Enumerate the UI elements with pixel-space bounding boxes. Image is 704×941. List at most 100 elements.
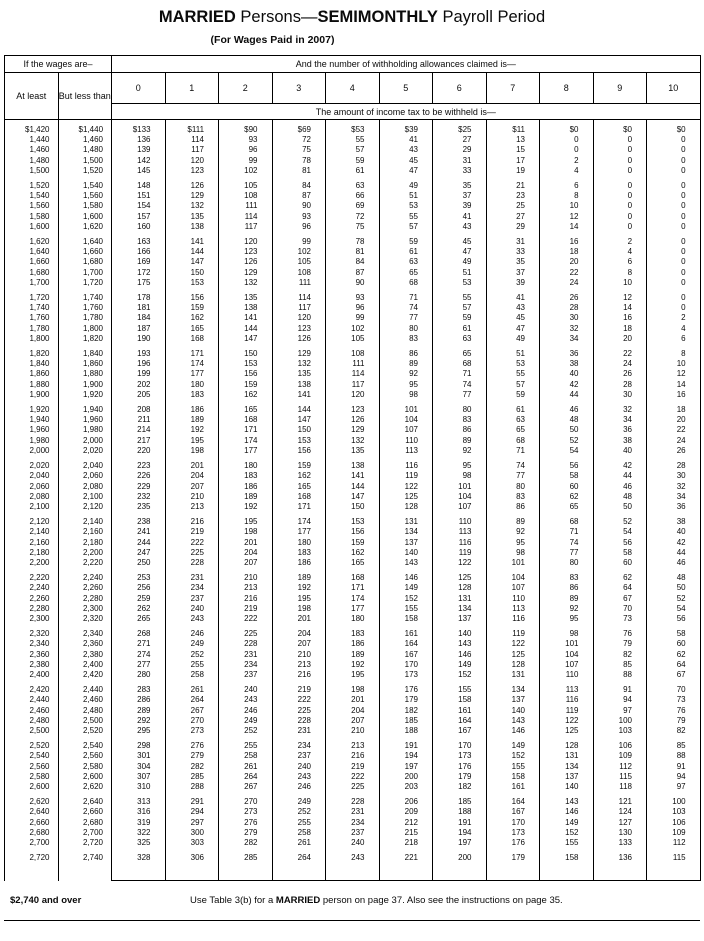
tax-value-cell: 10 (592, 277, 648, 289)
tax-value-cell: 114 (218, 211, 273, 222)
table-row: 1,560 1,580 154 132 111 90 69 53 39 25 10 0 0 (4, 201, 701, 212)
tax-value-cell: 249 (271, 792, 327, 808)
table-row: 1,980 2,000 217 195 174 153 132 110 89 68 52 38 24 (4, 435, 701, 446)
tax-value-cell: 60 (646, 639, 701, 650)
tax-value-cell: 261 (271, 838, 327, 849)
wage-cell: 2,380 (57, 649, 113, 660)
wage-cell: 2,180 (4, 547, 59, 558)
tax-value-cell: 174 (271, 512, 327, 528)
wage-cell: 1,860 (4, 369, 59, 380)
tax-value-cell: 155 (539, 838, 594, 849)
tax-value-cell: 204 (325, 705, 380, 716)
footer-note-pre: Use Table 3(b) for a (190, 895, 276, 907)
tax-value-cell: 40 (646, 527, 701, 538)
tax-value-cell: 86 (485, 501, 541, 513)
tax-value-cell: 131 (378, 512, 434, 528)
table-row: 2,320 2,340 268 246 225 204 183 161 140 119 98 76 58 (4, 624, 701, 640)
tax-value-cell: 55 (325, 135, 380, 146)
tax-value-cell: 47 (378, 165, 434, 177)
tax-value-cell: 101 (485, 557, 541, 569)
table-row: 2,680 2,700 322 300 279 258 237 215 194 173 152 130… (4, 827, 701, 838)
table-row: 2,520 2,540 298 276 255 234 213 191 170 149 128 106… (4, 736, 701, 752)
tax-value-cell: 67 (592, 593, 648, 604)
tax-value-cell: 146 (539, 807, 594, 818)
row-group: $1,420 $1,440 $133 $111 $90 $69 $53 $39 $25 $11 $0… (4, 119, 701, 177)
tax-value-cell: 93 (271, 211, 327, 222)
table-row: 2,500 2,520 295 273 252 231 210 188 167 146 125 103… (4, 725, 701, 737)
tax-value-cell: 79 (646, 715, 701, 726)
wage-cell: 2,580 (57, 761, 113, 772)
tax-value-cell: 33 (485, 247, 541, 258)
header-allowance-10: 10 (646, 72, 701, 104)
header-allowance-0: 0 (111, 72, 166, 104)
wage-cell: 1,840 (57, 344, 113, 360)
tax-value-cell: 165 (218, 400, 273, 416)
tax-value-cell: 222 (325, 771, 380, 782)
wage-cell: 1,660 (57, 247, 113, 258)
table-row: 2,180 2,200 247 225 204 183 162 140 119 98 77 58 44 (4, 547, 701, 558)
tax-value-cell: 228 (271, 715, 327, 726)
tax-value-cell: 161 (432, 705, 487, 716)
wage-cell: 1,480 (57, 145, 113, 156)
tax-value-cell: 246 (271, 781, 327, 793)
tax-value-cell: 170 (432, 736, 487, 752)
wage-cell: 1,960 (4, 425, 59, 436)
table-row: $1,420 $1,440 $133 $111 $90 $69 $53 $39 $25 $11 $0… (4, 119, 701, 136)
tax-value-cell: 125 (485, 649, 541, 660)
tax-value-cell: 44 (539, 389, 594, 401)
tax-value-cell: 156 (271, 445, 327, 457)
tax-value-cell: 146 (432, 649, 487, 660)
tax-value-cell: 162 (164, 313, 220, 324)
tax-value-cell: 92 (485, 527, 541, 538)
tax-value-cell: 173 (485, 827, 541, 838)
wage-cell: 1,880 (4, 379, 59, 390)
tax-value-cell: 198 (325, 680, 380, 696)
tax-value-cell: 74 (539, 537, 594, 548)
tax-value-cell: 132 (271, 359, 327, 370)
tax-value-cell: 86 (378, 344, 434, 360)
tax-value-cell: 45 (432, 232, 487, 248)
tax-value-cell: 109 (592, 751, 648, 762)
table-row: 1,800 1,820 190 168 147 126 105 83 63 49 34 20 6 (4, 333, 701, 345)
tax-value-cell: 37 (432, 191, 487, 202)
wage-cell: $1,440 (57, 119, 113, 136)
tax-value-cell: 62 (539, 491, 594, 502)
tax-value-cell: 328 (111, 848, 166, 864)
wage-cell: 2,280 (4, 603, 59, 614)
tax-value-cell: 178 (111, 288, 166, 304)
tax-value-cell: 125 (378, 491, 434, 502)
tax-value-cell: 14 (592, 303, 648, 314)
tax-value-cell: 47 (485, 323, 541, 334)
tax-value-cell: 114 (325, 369, 380, 380)
tax-value-cell: 0 (592, 165, 648, 177)
table-row: 2,480 2,500 292 270 249 228 207 185 164 143 122 100… (4, 715, 701, 726)
tax-value-cell: 56 (592, 537, 648, 548)
tax-value-cell: 99 (325, 313, 380, 324)
wage-cell: 2,640 (57, 792, 113, 808)
header-allowance-5: 5 (378, 72, 434, 104)
tax-value-cell: 187 (111, 323, 166, 334)
tax-value-cell: 159 (164, 303, 220, 314)
tax-value-cell: 45 (485, 313, 541, 324)
tax-value-cell: 194 (378, 751, 434, 762)
tax-value-cell: 0 (592, 201, 648, 212)
tax-value-cell: 91 (646, 761, 701, 772)
wage-cell: 2,080 (4, 491, 59, 502)
spacer-value-cell (485, 863, 541, 882)
row-group: 2,520 2,540 298 276 255 234 213 191 170 149 128 106… (4, 736, 701, 793)
tax-value-cell: 61 (378, 247, 434, 258)
tax-value-cell: 155 (485, 761, 541, 772)
tax-value-cell: 150 (325, 501, 380, 513)
wage-cell: 2,480 (4, 715, 59, 726)
tax-value-cell: 179 (432, 771, 487, 782)
tax-value-cell: 43 (432, 221, 487, 233)
tax-value-cell: 209 (378, 807, 434, 818)
table-row: 2,420 2,440 283 261 240 219 198 176 155 134 113 91 7… (4, 680, 701, 696)
footer-note: Use Table 3(b) for a MARRIED person on p… (190, 895, 563, 906)
table-row: 1,700 1,720 175 153 132 111 90 68 53 39 24 10 0 (4, 277, 701, 289)
tax-value-cell: 38 (646, 512, 701, 528)
page-title: MARRIED Persons—SEMIMONTHLY Payroll Peri… (0, 8, 704, 27)
tax-value-cell: 162 (218, 389, 273, 401)
tax-value-cell: 117 (218, 221, 273, 233)
tax-value-cell: 87 (325, 267, 380, 278)
